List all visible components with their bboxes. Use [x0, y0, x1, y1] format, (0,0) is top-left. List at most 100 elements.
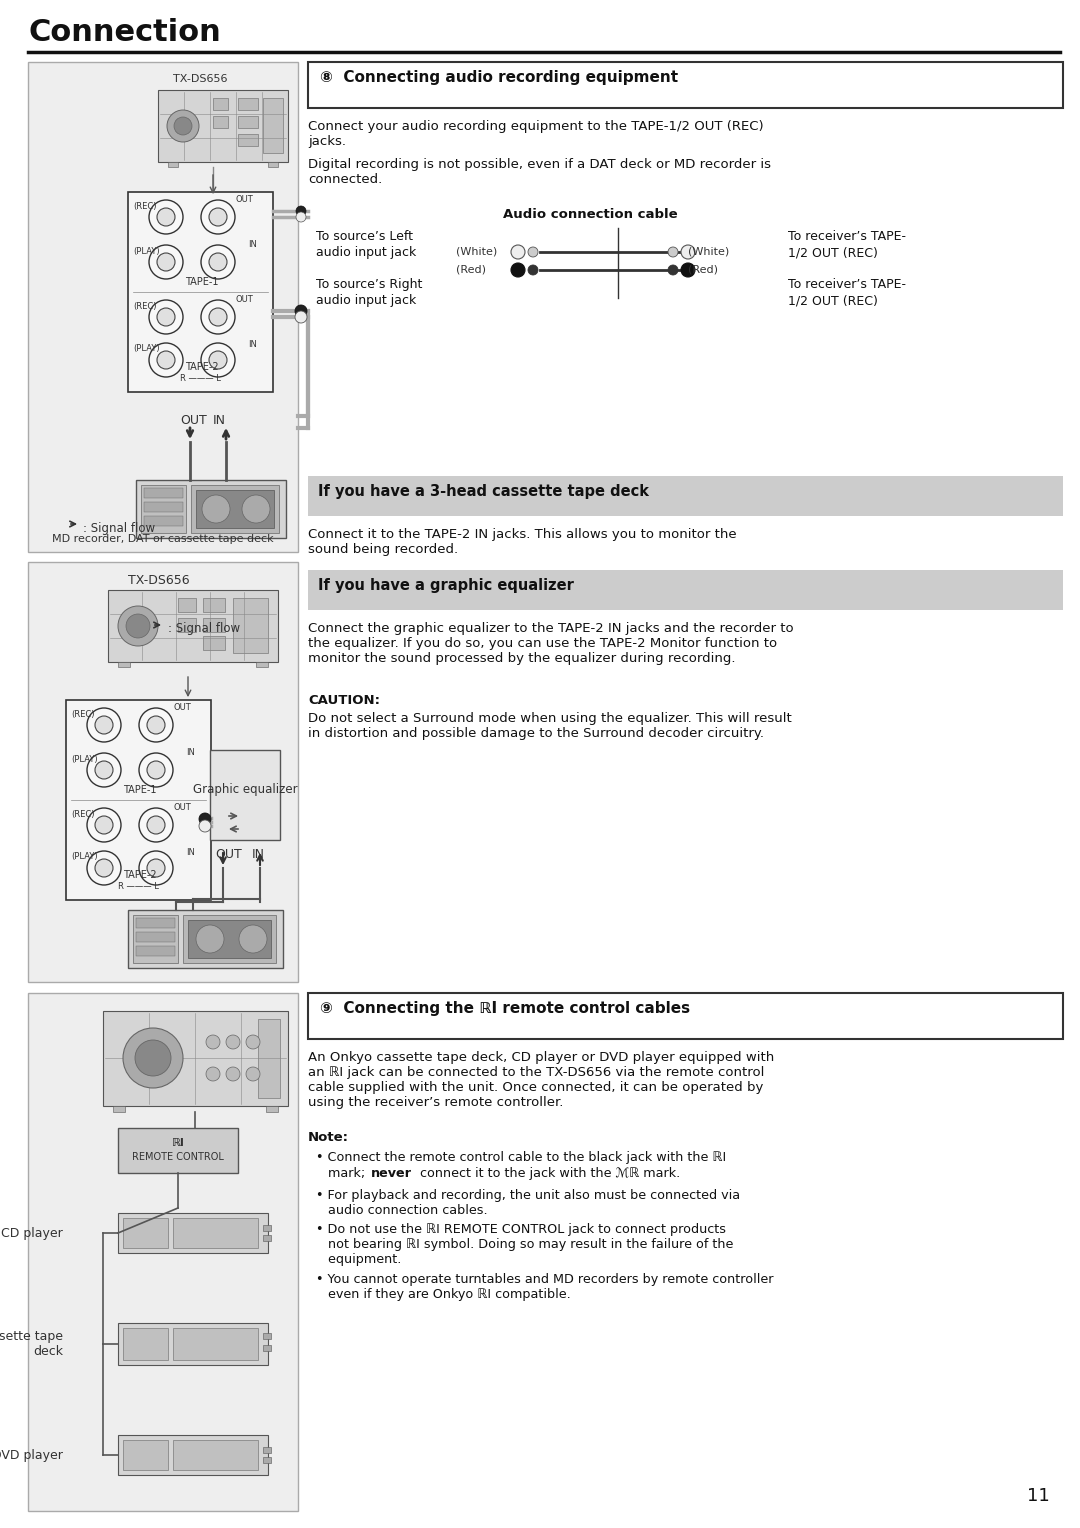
Bar [308, 993, 1063, 1039]
Circle shape [210, 351, 227, 368]
Text: CD player: CD player [1, 1227, 63, 1239]
Circle shape [681, 244, 696, 260]
Bar [264, 1332, 271, 1339]
Text: connect it to the jack with the ℳℝ mark.: connect it to the jack with the ℳℝ mark. [416, 1167, 680, 1180]
Text: (PLAY): (PLAY) [133, 248, 160, 257]
Circle shape [139, 851, 173, 885]
Circle shape [295, 312, 307, 322]
Circle shape [149, 299, 183, 335]
Text: To receiver’s TAPE-: To receiver’s TAPE- [788, 231, 906, 243]
Text: (White): (White) [456, 246, 497, 257]
Text: OUT: OUT [215, 848, 242, 860]
Bar [144, 487, 183, 498]
Text: Connect the graphic equalizer to the TAPE-2 IN jacks and the recorder to
the equ: Connect the graphic equalizer to the TAP… [308, 622, 794, 665]
Bar [103, 1012, 288, 1106]
Bar [168, 162, 178, 167]
Bar [28, 562, 298, 983]
Text: • You cannot operate turntables and MD recorders by remote controller
   even if: • You cannot operate turntables and MD r… [316, 1273, 773, 1300]
Circle shape [201, 342, 235, 377]
Bar [28, 993, 298, 1511]
Text: OUT: OUT [235, 295, 253, 304]
Text: To source’s Left: To source’s Left [316, 231, 413, 243]
Circle shape [511, 244, 525, 260]
Circle shape [174, 118, 192, 134]
Bar [213, 98, 228, 110]
Bar [256, 662, 268, 668]
Bar [108, 590, 278, 662]
Circle shape [149, 244, 183, 280]
Circle shape [149, 342, 183, 377]
Text: (PLAY): (PLAY) [133, 344, 160, 353]
Text: DVD player: DVD player [0, 1449, 63, 1461]
Circle shape [195, 924, 224, 953]
Bar [210, 750, 280, 840]
Bar [258, 1019, 280, 1099]
Text: OUT: OUT [173, 804, 191, 811]
Bar [213, 116, 228, 128]
Text: To receiver’s TAPE-: To receiver’s TAPE- [788, 278, 906, 290]
Text: (White): (White) [688, 246, 729, 257]
Text: ℝI: ℝI [172, 1138, 185, 1148]
Bar [264, 1225, 271, 1232]
Circle shape [139, 808, 173, 842]
Text: • Connect the remote control cable to the black jack with the ℝI: • Connect the remote control cable to th… [316, 1151, 726, 1164]
Text: Connect it to the TAPE-2 IN jacks. This allows you to monitor the
sound being re: Connect it to the TAPE-2 IN jacks. This … [308, 529, 737, 556]
Circle shape [669, 248, 678, 257]
Bar [136, 932, 175, 941]
Circle shape [147, 859, 165, 877]
Circle shape [87, 753, 121, 787]
Circle shape [226, 1034, 240, 1050]
Text: IN: IN [213, 414, 226, 426]
Bar [136, 480, 286, 538]
Bar [123, 1218, 168, 1248]
Bar [178, 597, 195, 613]
Circle shape [95, 717, 113, 733]
Circle shape [126, 614, 150, 639]
Bar [144, 503, 183, 512]
Text: (REC): (REC) [71, 810, 95, 819]
Text: R ——— L: R ——— L [180, 374, 221, 384]
Circle shape [87, 707, 121, 743]
Bar [28, 63, 298, 552]
Bar [173, 1218, 258, 1248]
Text: IN: IN [186, 749, 194, 756]
Bar [118, 1213, 268, 1253]
Bar [133, 915, 178, 963]
Text: IN: IN [186, 848, 194, 857]
Bar [264, 1447, 271, 1453]
Text: (Red): (Red) [688, 264, 718, 274]
Circle shape [669, 264, 678, 275]
Bar [264, 98, 283, 153]
Bar [308, 477, 1063, 516]
Circle shape [296, 206, 306, 215]
Text: REMOTE CONTROL: REMOTE CONTROL [132, 1152, 224, 1161]
Bar [178, 617, 195, 633]
Bar [129, 911, 283, 969]
Text: (PLAY): (PLAY) [71, 853, 97, 860]
Text: (REC): (REC) [71, 711, 95, 720]
Bar [308, 63, 1063, 108]
Bar [136, 918, 175, 927]
Text: To source’s Right: To source’s Right [316, 278, 422, 290]
Text: 1/2 OUT (REC): 1/2 OUT (REC) [788, 293, 878, 307]
Bar [238, 116, 258, 128]
Bar [264, 1458, 271, 1462]
Text: (Red): (Red) [456, 264, 486, 274]
Circle shape [528, 264, 538, 275]
Circle shape [511, 263, 525, 277]
Text: IN: IN [248, 341, 257, 348]
Circle shape [206, 1034, 220, 1050]
Text: Graphic equalizer: Graphic equalizer [192, 784, 297, 796]
Text: 1/2 OUT (REC): 1/2 OUT (REC) [788, 246, 878, 260]
Text: If you have a 3-head cassette tape deck: If you have a 3-head cassette tape deck [318, 484, 649, 500]
Text: TAPE-2: TAPE-2 [123, 869, 157, 880]
Circle shape [139, 753, 173, 787]
Circle shape [295, 306, 307, 316]
Text: mark;: mark; [316, 1167, 369, 1180]
Text: CAUTION:: CAUTION: [308, 694, 380, 707]
Bar [238, 134, 258, 147]
Circle shape [123, 1028, 183, 1088]
Circle shape [681, 263, 696, 277]
Text: Cassette tape
deck: Cassette tape deck [0, 1329, 63, 1358]
Bar [118, 1323, 268, 1365]
